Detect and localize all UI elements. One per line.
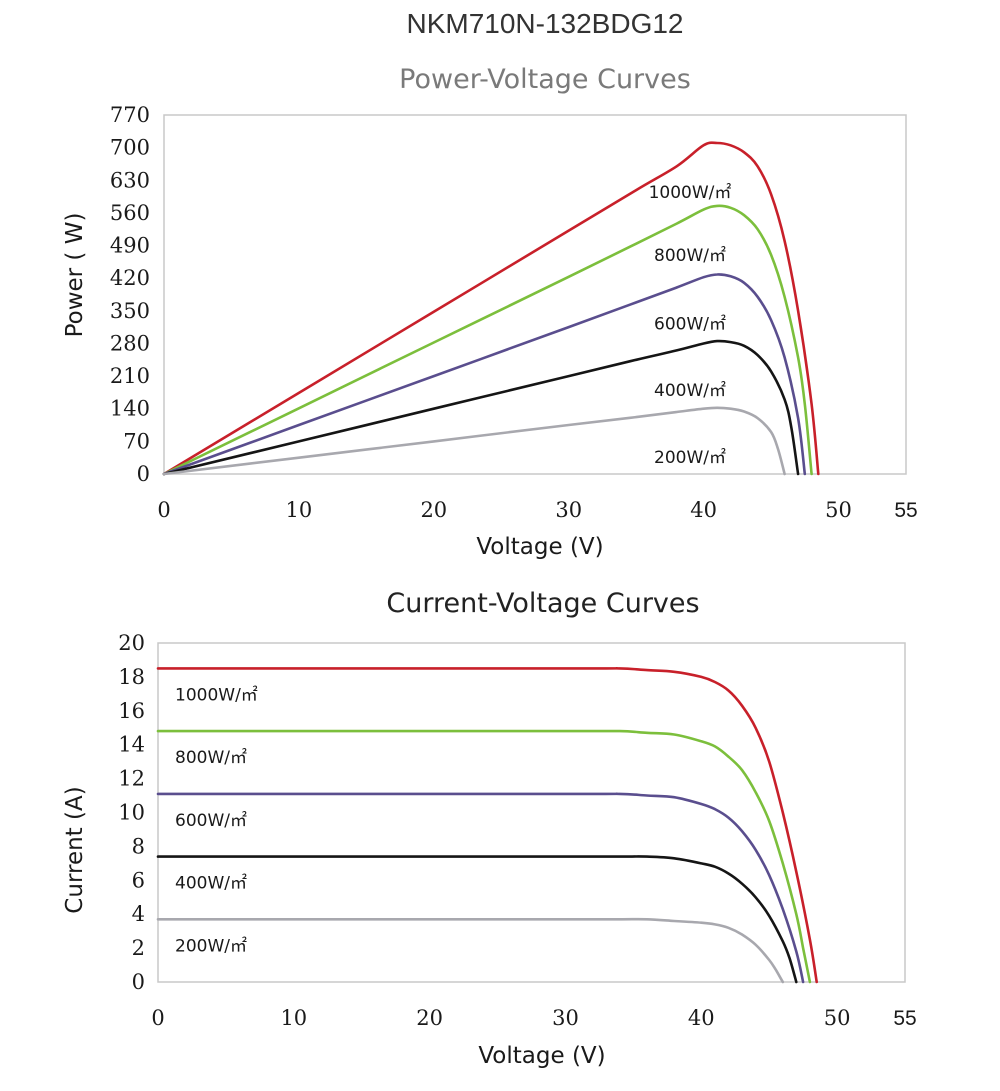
iv-chart: Current-Voltage Curves 0 2 4 6 8 10 12 14 16 18 20… [62,588,917,1069]
iv-series-3 [156,792,805,984]
iv-x-tick-0: 0 [151,1006,164,1030]
iv-x-tick-30: 30 [552,1006,579,1030]
pv-y-tick-70: 70 [123,429,150,453]
iv-x-tick-labels: 0 10 20 30 40 50 55 [151,1006,916,1030]
iv-series-4 [156,855,798,984]
iv-y-tick-18: 18 [118,665,145,689]
pv-series-2 [162,204,813,476]
pv-curve-label-4: 400W/㎡ [654,381,726,401]
iv-x-tick-20: 20 [416,1006,443,1030]
pv-x-tick-10: 10 [286,498,313,522]
iv-series-1 [156,666,818,984]
iv-y-tick-labels: 0 2 4 6 8 10 12 14 16 18 20 [118,631,145,994]
pv-y-tick-350: 350 [110,299,150,323]
iv-curve-label-1: 1000W/㎡ [175,685,258,705]
iv-y-axis-label: Current (A) [62,786,88,913]
pv-chart: Power-Voltage Curves 0 70 140 210 280 350 420 4… [62,64,918,560]
iv-series-5 [156,917,785,984]
pv-x-tick-30: 30 [555,498,582,522]
pv-y-tick-770: 770 [110,103,150,127]
pv-y-tick-140: 140 [110,397,150,421]
iv-x-tick-10: 10 [280,1006,307,1030]
iv-y-tick-16: 16 [118,699,145,723]
iv-y-tick-0: 0 [132,970,145,994]
pv-y-tick-630: 630 [110,168,150,192]
iv-plot-area [157,642,906,983]
pv-y-tick-0: 0 [137,462,150,486]
iv-y-tick-10: 10 [118,801,145,825]
iv-x-tick-50: 50 [824,1006,851,1030]
iv-curve-label-2: 800W/㎡ [175,748,247,768]
iv-y-tick-12: 12 [118,767,145,791]
pv-curve-label-2: 800W/㎡ [654,246,726,266]
iv-y-tick-2: 2 [132,936,145,960]
iv-x-axis-label: Voltage (V) [478,1043,605,1069]
iv-series-lines [156,666,818,984]
iv-y-tick-4: 4 [132,902,145,926]
pv-x-tick-20: 20 [420,498,447,522]
iv-curve-label-4: 400W/㎡ [175,874,247,894]
pv-y-tick-560: 560 [110,201,150,225]
iv-y-tick-6: 6 [132,868,145,892]
iv-curve-labels: 1000W/㎡ 800W/㎡ 600W/㎡ 400W/㎡ 200W/㎡ [175,685,258,956]
iv-x-tick-40: 40 [688,1006,715,1030]
pv-y-tick-490: 490 [110,234,150,258]
pv-x-tick-50: 50 [825,498,852,522]
pv-y-tick-700: 700 [110,136,150,160]
pv-curve-label-3: 600W/㎡ [654,314,726,334]
pv-y-tick-420: 420 [110,266,150,290]
pv-series-lines [162,141,820,476]
pv-curve-label-1: 1000W/㎡ [649,183,732,203]
pv-x-tick-40: 40 [690,498,717,522]
iv-x-tick-55: 55 [893,1007,916,1030]
pv-series-4 [162,339,800,476]
iv-y-tick-8: 8 [132,834,145,858]
pv-chart-title: Power-Voltage Curves [399,64,691,95]
pv-series-1 [162,141,820,476]
pv-y-tick-labels: 0 70 140 210 280 350 420 490 560 630 700 770 [110,103,150,486]
iv-series-2 [156,729,812,984]
pv-x-axis-label: Voltage (V) [476,534,603,560]
pv-series-5 [162,406,786,476]
pv-y-axis-label: Power ( W) [62,213,88,338]
pv-x-tick-55: 55 [894,499,917,522]
pv-x-tick-0: 0 [157,498,170,522]
pv-series-3 [162,273,807,476]
pv-curve-labels: 1000W/㎡ 800W/㎡ 600W/㎡ 400W/㎡ 200W/㎡ [649,183,732,468]
iv-curve-label-5: 200W/㎡ [175,936,247,956]
iv-y-tick-14: 14 [118,733,145,757]
pv-curve-label-5: 200W/㎡ [654,448,726,468]
pv-y-tick-210: 210 [110,364,150,388]
pv-x-tick-labels: 0 10 20 30 40 50 55 [157,498,917,522]
page-title: NKM710N-132BDG12 [406,8,683,39]
iv-y-tick-20: 20 [118,631,145,655]
pv-y-tick-280: 280 [110,331,150,355]
iv-curve-label-3: 600W/㎡ [175,811,247,831]
iv-chart-title: Current-Voltage Curves [386,588,699,619]
